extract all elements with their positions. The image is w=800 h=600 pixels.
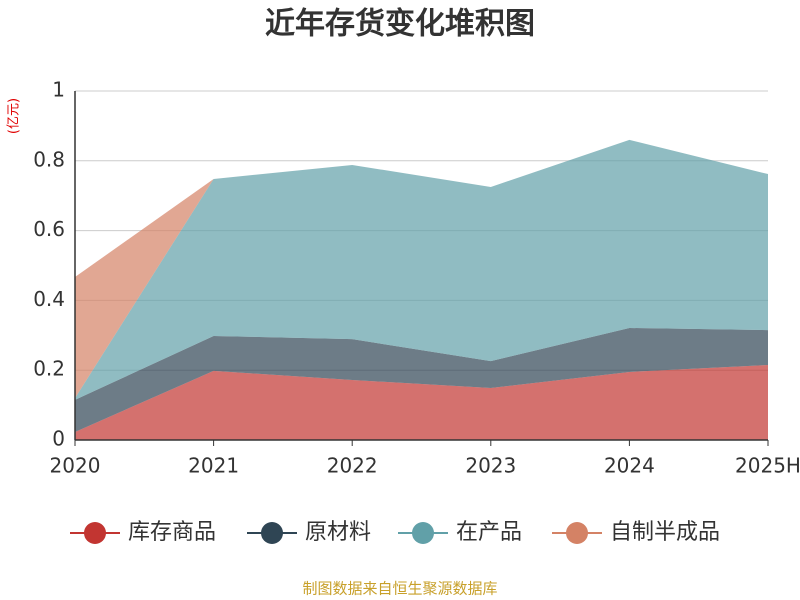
y-unit: (亿元) — [7, 98, 22, 134]
x-tick-label: 2025H — [735, 454, 800, 478]
legend-marker — [566, 522, 588, 544]
legend-item: 在产品 — [398, 520, 522, 545]
legend-item: 库存商品 — [70, 520, 216, 545]
x-tick-label: 2022 — [327, 454, 378, 478]
source-note: 制图数据来自恒生聚源数据库 — [302, 580, 497, 598]
legend-label: 自制半成品 — [610, 520, 720, 545]
legend-item: 自制半成品 — [552, 520, 720, 545]
x-tick-label: 2024 — [604, 454, 655, 478]
y-tick-label: 0.4 — [33, 287, 65, 311]
legend-item: 原材料 — [247, 520, 371, 545]
area — [75, 364, 768, 440]
legend-marker — [412, 522, 434, 544]
y-tick-label: 0 — [52, 427, 65, 451]
y-tick-label: 0.6 — [33, 217, 65, 241]
legend-label: 在产品 — [456, 520, 522, 545]
x-tick-label: 2020 — [50, 454, 101, 478]
area — [75, 139, 768, 400]
chart-title: 近年存货变化堆积图 — [265, 7, 535, 42]
legend-marker — [261, 522, 283, 544]
legend-label: 原材料 — [305, 520, 371, 545]
y-tick-label: 1 — [52, 78, 65, 102]
x-tick-label: 2023 — [465, 454, 516, 478]
y-tick-label: 0.2 — [33, 357, 65, 381]
legend-marker — [84, 522, 106, 544]
area — [75, 327, 768, 432]
x-tick-label: 2021 — [188, 454, 239, 478]
legend-label: 库存商品 — [128, 520, 216, 545]
y-tick-label: 0.8 — [33, 147, 65, 171]
